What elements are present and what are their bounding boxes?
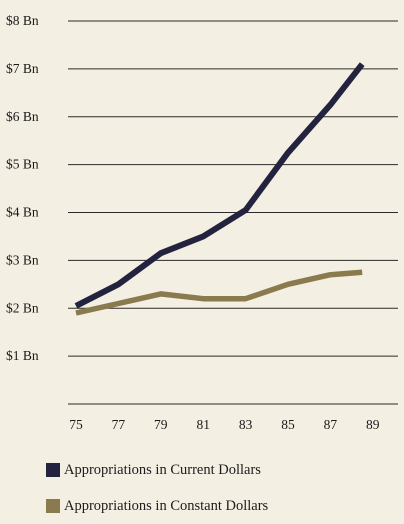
grid	[68, 20, 398, 405]
y-tick-label: $4 Bn	[6, 205, 39, 220]
legend-swatch-constant-dollars	[46, 499, 60, 513]
x-tick-label: 87	[324, 417, 338, 432]
y-tick-label: $2 Bn	[6, 300, 39, 315]
series-lines	[74, 62, 365, 316]
legend-label-constant-dollars: Appropriations in Constant Dollars	[64, 497, 269, 514]
x-tick-label: 79	[154, 417, 168, 432]
y-tick-label: $5 Bn	[6, 157, 39, 172]
series-line-constant-dollars	[75, 269, 363, 316]
legend-item-constant-dollars: Appropriations in Constant Dollars	[46, 488, 268, 524]
series-line-current-dollars	[74, 62, 365, 309]
x-tick-label: 75	[69, 417, 83, 432]
legend-item-current-dollars: Appropriations in Current Dollars	[46, 452, 268, 488]
x-tick-label: 89	[366, 417, 380, 432]
y-tick-label: $8 Bn	[6, 13, 39, 28]
x-tick-label: 85	[281, 417, 295, 432]
x-tick-label: 81	[196, 417, 210, 432]
y-tick-label: $7 Bn	[6, 61, 39, 76]
x-tick-label: 77	[112, 417, 126, 432]
legend-label-current-dollars: Appropriations in Current Dollars	[64, 461, 261, 478]
legend-swatch-current-dollars	[46, 463, 60, 477]
x-tick-label: 83	[239, 417, 253, 432]
legend: Appropriations in Current Dollars Approp…	[46, 452, 268, 524]
y-tick-label: $6 Bn	[6, 109, 39, 124]
x-axis-tick-labels: 75 77 79 81 83 85 87 89	[69, 417, 380, 432]
y-tick-label: $3 Bn	[6, 252, 39, 267]
y-tick-label: $1 Bn	[6, 348, 39, 363]
y-axis-tick-labels: $1 Bn $2 Bn $3 Bn $4 Bn $5 Bn $6 Bn $7 Bn $8 Bn	[6, 13, 39, 363]
